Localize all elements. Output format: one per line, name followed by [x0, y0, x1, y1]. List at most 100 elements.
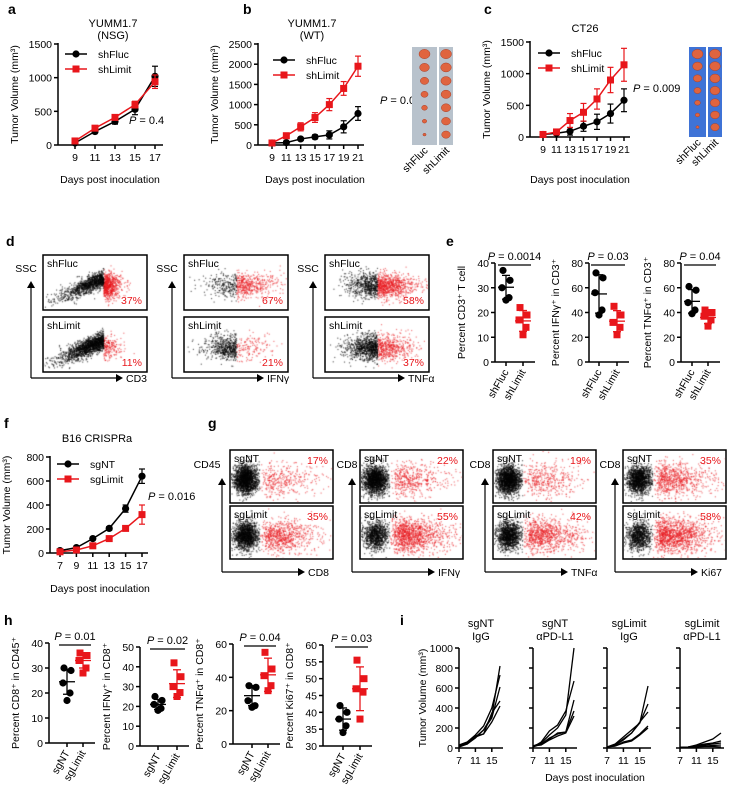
y-tick-label: 40 — [477, 258, 489, 270]
flow-scatter-dots — [326, 318, 428, 371]
x-axis-label: Days post inoculation — [60, 174, 160, 186]
y-tick-label: 0 — [669, 357, 675, 369]
y-tick-label: 800 — [26, 452, 44, 464]
flow-scatter-dots — [231, 451, 332, 502]
x-tick-label: 11 — [90, 152, 101, 164]
x-axis-label: TNFα — [408, 373, 434, 385]
axis-arrow-up — [168, 281, 176, 288]
data-point — [91, 124, 99, 132]
panel-label-a: a — [8, 1, 16, 17]
p-value: P = 0.02 — [147, 635, 188, 647]
y-tick-label: 40 — [571, 308, 583, 320]
y-tick-label: 400 — [435, 703, 453, 715]
legend-marker — [64, 460, 72, 468]
plot-title: IgG — [472, 631, 490, 643]
plot-title: sgNT — [468, 618, 495, 630]
axis-arrow-up — [218, 478, 226, 485]
panel-g-flow-1: CD8 IFNγ sgNT 22% sgLimit 55% — [336, 449, 464, 579]
data-point — [499, 266, 507, 275]
tumor-image — [422, 133, 427, 137]
x-tick-label: 9 — [540, 144, 546, 156]
y-tick-label: 60 — [215, 639, 227, 651]
y-tick-label: 10 — [477, 332, 489, 344]
group-sgLimit — [75, 649, 91, 677]
data-point — [593, 95, 601, 103]
group-shFluc — [498, 266, 514, 304]
data-point — [707, 316, 715, 324]
y-tick-label: 1000 — [501, 69, 525, 81]
data-point — [325, 101, 333, 109]
x-tick-label: 21 — [618, 144, 630, 156]
data-point — [72, 546, 80, 554]
flow-plot-frame — [183, 316, 289, 373]
sample-label: sgNT — [234, 453, 260, 465]
data-point — [700, 312, 708, 320]
data-point — [105, 535, 113, 543]
plot-title: IgG — [620, 631, 638, 643]
data-point — [248, 703, 256, 711]
flow-scatter-dots — [231, 507, 332, 558]
y-axis-label: Tumor Volume (mm³) — [209, 45, 221, 144]
sample-label: shFluc — [47, 258, 78, 270]
plot-title: sgLimit — [612, 618, 647, 630]
legend-marker — [280, 71, 288, 79]
x-axis-label: TNFα — [571, 567, 597, 579]
flow-scatter-dots — [185, 256, 287, 309]
panel-label-f: f — [4, 415, 9, 431]
x-tick-label: 11 — [551, 144, 562, 156]
tumor-image — [691, 49, 704, 59]
sample-label: shLimit — [47, 320, 80, 332]
y-tick-label: 45 — [305, 691, 317, 703]
y-tick-label: 35 — [305, 724, 317, 736]
x-tick-label: 11 — [470, 755, 481, 767]
x-axis-label: Days post inoculation — [545, 772, 645, 784]
sample-label: sgLimit — [497, 509, 530, 521]
data-point — [138, 511, 146, 519]
plot-title: αPD-L1 — [683, 631, 721, 643]
data-point — [150, 700, 158, 709]
y-tick-label: 0 — [128, 741, 134, 753]
data-point — [89, 535, 97, 543]
y-tick-label: 10 — [122, 721, 134, 733]
data-point — [176, 689, 184, 697]
mouse-growth-line — [532, 647, 575, 747]
x-axis-label: IFNγ — [438, 567, 461, 579]
data-point — [59, 679, 67, 687]
panel-f-growth-chart: 0 200 400 600 800 7 9 11 13 15 17 Tumor Volume (mm³… — [1, 433, 195, 595]
data-point — [138, 472, 146, 480]
panel-a-growth-chart: 0 500 1000 1500 9 11 13 15 17 Tumor Volume (mm³) D… — [9, 18, 164, 186]
chart-title: YUMM1.7 — [89, 18, 138, 30]
gate-percent: 17% — [307, 455, 328, 467]
x-tick-label: 15 — [129, 152, 141, 164]
x-axis-label: Days post inoculation — [50, 583, 150, 595]
panel-d-flow-0: SSC CD3 shFluc 37% shLimit 11% — [15, 254, 148, 385]
panel-label-c: c — [484, 1, 492, 17]
flow-plot-frame — [359, 505, 464, 560]
legend-label: shFluc — [571, 48, 602, 60]
gate-percent: 42% — [570, 511, 591, 523]
gate-percent: 21% — [262, 357, 283, 369]
x-tick-label: 11 — [691, 755, 702, 767]
group-sgNT — [150, 692, 166, 714]
data-point — [340, 123, 348, 131]
y-tick-label: 1500 — [29, 39, 53, 51]
y-tick-label: 60 — [663, 283, 675, 295]
legend-label: sgNT — [90, 459, 116, 471]
group-sgNT — [244, 682, 260, 711]
flow-plot-frame — [229, 449, 334, 504]
axis-arrow-right — [116, 374, 123, 382]
data-point — [617, 311, 625, 319]
x-tick-label: 19 — [605, 144, 617, 156]
mouse-growth-line — [606, 711, 649, 748]
y-tick-label: 30 — [305, 741, 317, 753]
sample-label: sgLimit — [234, 509, 267, 521]
flow-plot-frame — [42, 254, 148, 311]
tumor-image — [710, 123, 720, 132]
x-tick-label: 7 — [456, 755, 462, 767]
x-tick-label: 17 — [323, 152, 335, 164]
data-point — [56, 548, 64, 556]
y-axis-label: Percent IFNγ⁺ in CD3⁺ — [550, 258, 562, 366]
